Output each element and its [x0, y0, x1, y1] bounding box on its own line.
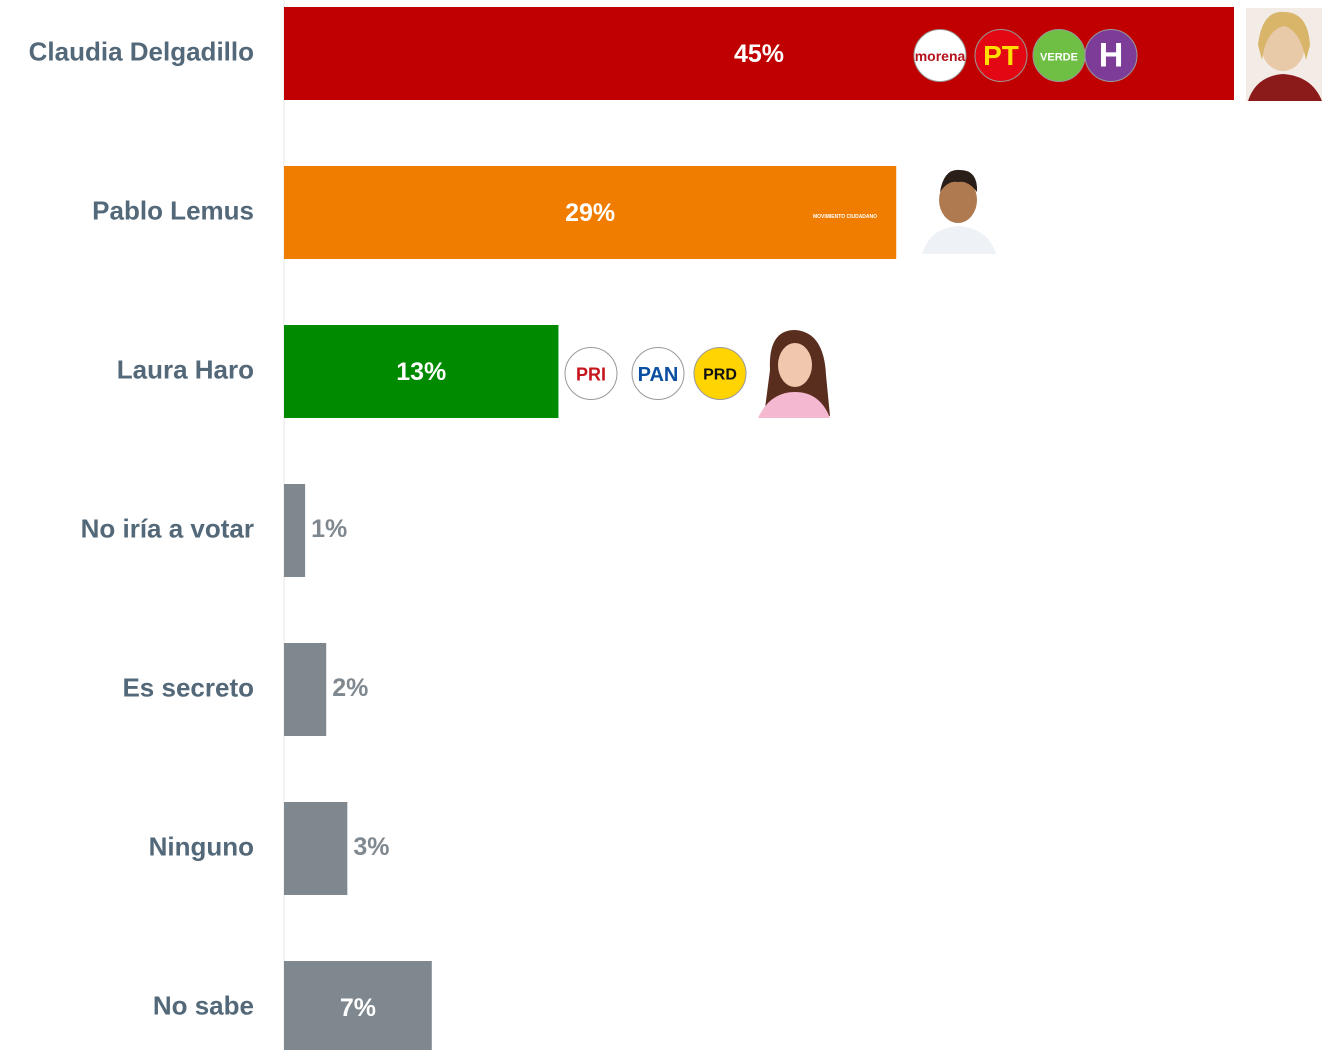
party-logo: PRD [694, 348, 746, 400]
value-label: 7% [340, 994, 376, 1022]
logo-text: PAN [638, 364, 679, 386]
category-label: Ninguno [149, 831, 254, 861]
logo-text: MOVIMIENTO CIUDADANO [813, 214, 877, 220]
candidate-photo [920, 166, 998, 254]
logo-text: PT [983, 40, 1019, 71]
logo-text: PRI [576, 364, 606, 384]
category-label: Laura Haro [117, 354, 254, 384]
logo-text: H [1099, 36, 1124, 74]
logo-text: PRD [703, 367, 737, 384]
party-logo: VERDE [1033, 30, 1085, 82]
category-label: Claudia Delgadillo [29, 36, 254, 66]
value-label: 13% [396, 358, 446, 386]
candidate-photo [755, 328, 832, 418]
party-logo: PT [975, 30, 1027, 82]
logo-text: VERDE [1040, 51, 1078, 63]
value-label: 45% [734, 40, 784, 68]
bar [284, 484, 305, 577]
party-logo: H [1085, 30, 1137, 82]
party-logo: morena [914, 30, 966, 82]
candidate-photo [1246, 8, 1322, 101]
value-label: 1% [311, 515, 347, 543]
value-label: 3% [353, 833, 389, 861]
bar [284, 802, 347, 895]
category-label: Es secreto [122, 672, 254, 702]
category-label: No sabe [153, 990, 254, 1020]
value-label: 2% [332, 674, 368, 702]
chart: Claudia Delgadillo 45% morena PT VERDE H Pablo… [0, 0, 1322, 1050]
bar [284, 643, 326, 736]
category-label: No iría a votar [81, 513, 254, 543]
logo-text: morena [915, 48, 966, 64]
party-logo: PRI [565, 348, 617, 400]
value-label: 29% [565, 199, 615, 227]
category-label: Pablo Lemus [92, 195, 254, 225]
party-logo: PAN [632, 348, 684, 400]
